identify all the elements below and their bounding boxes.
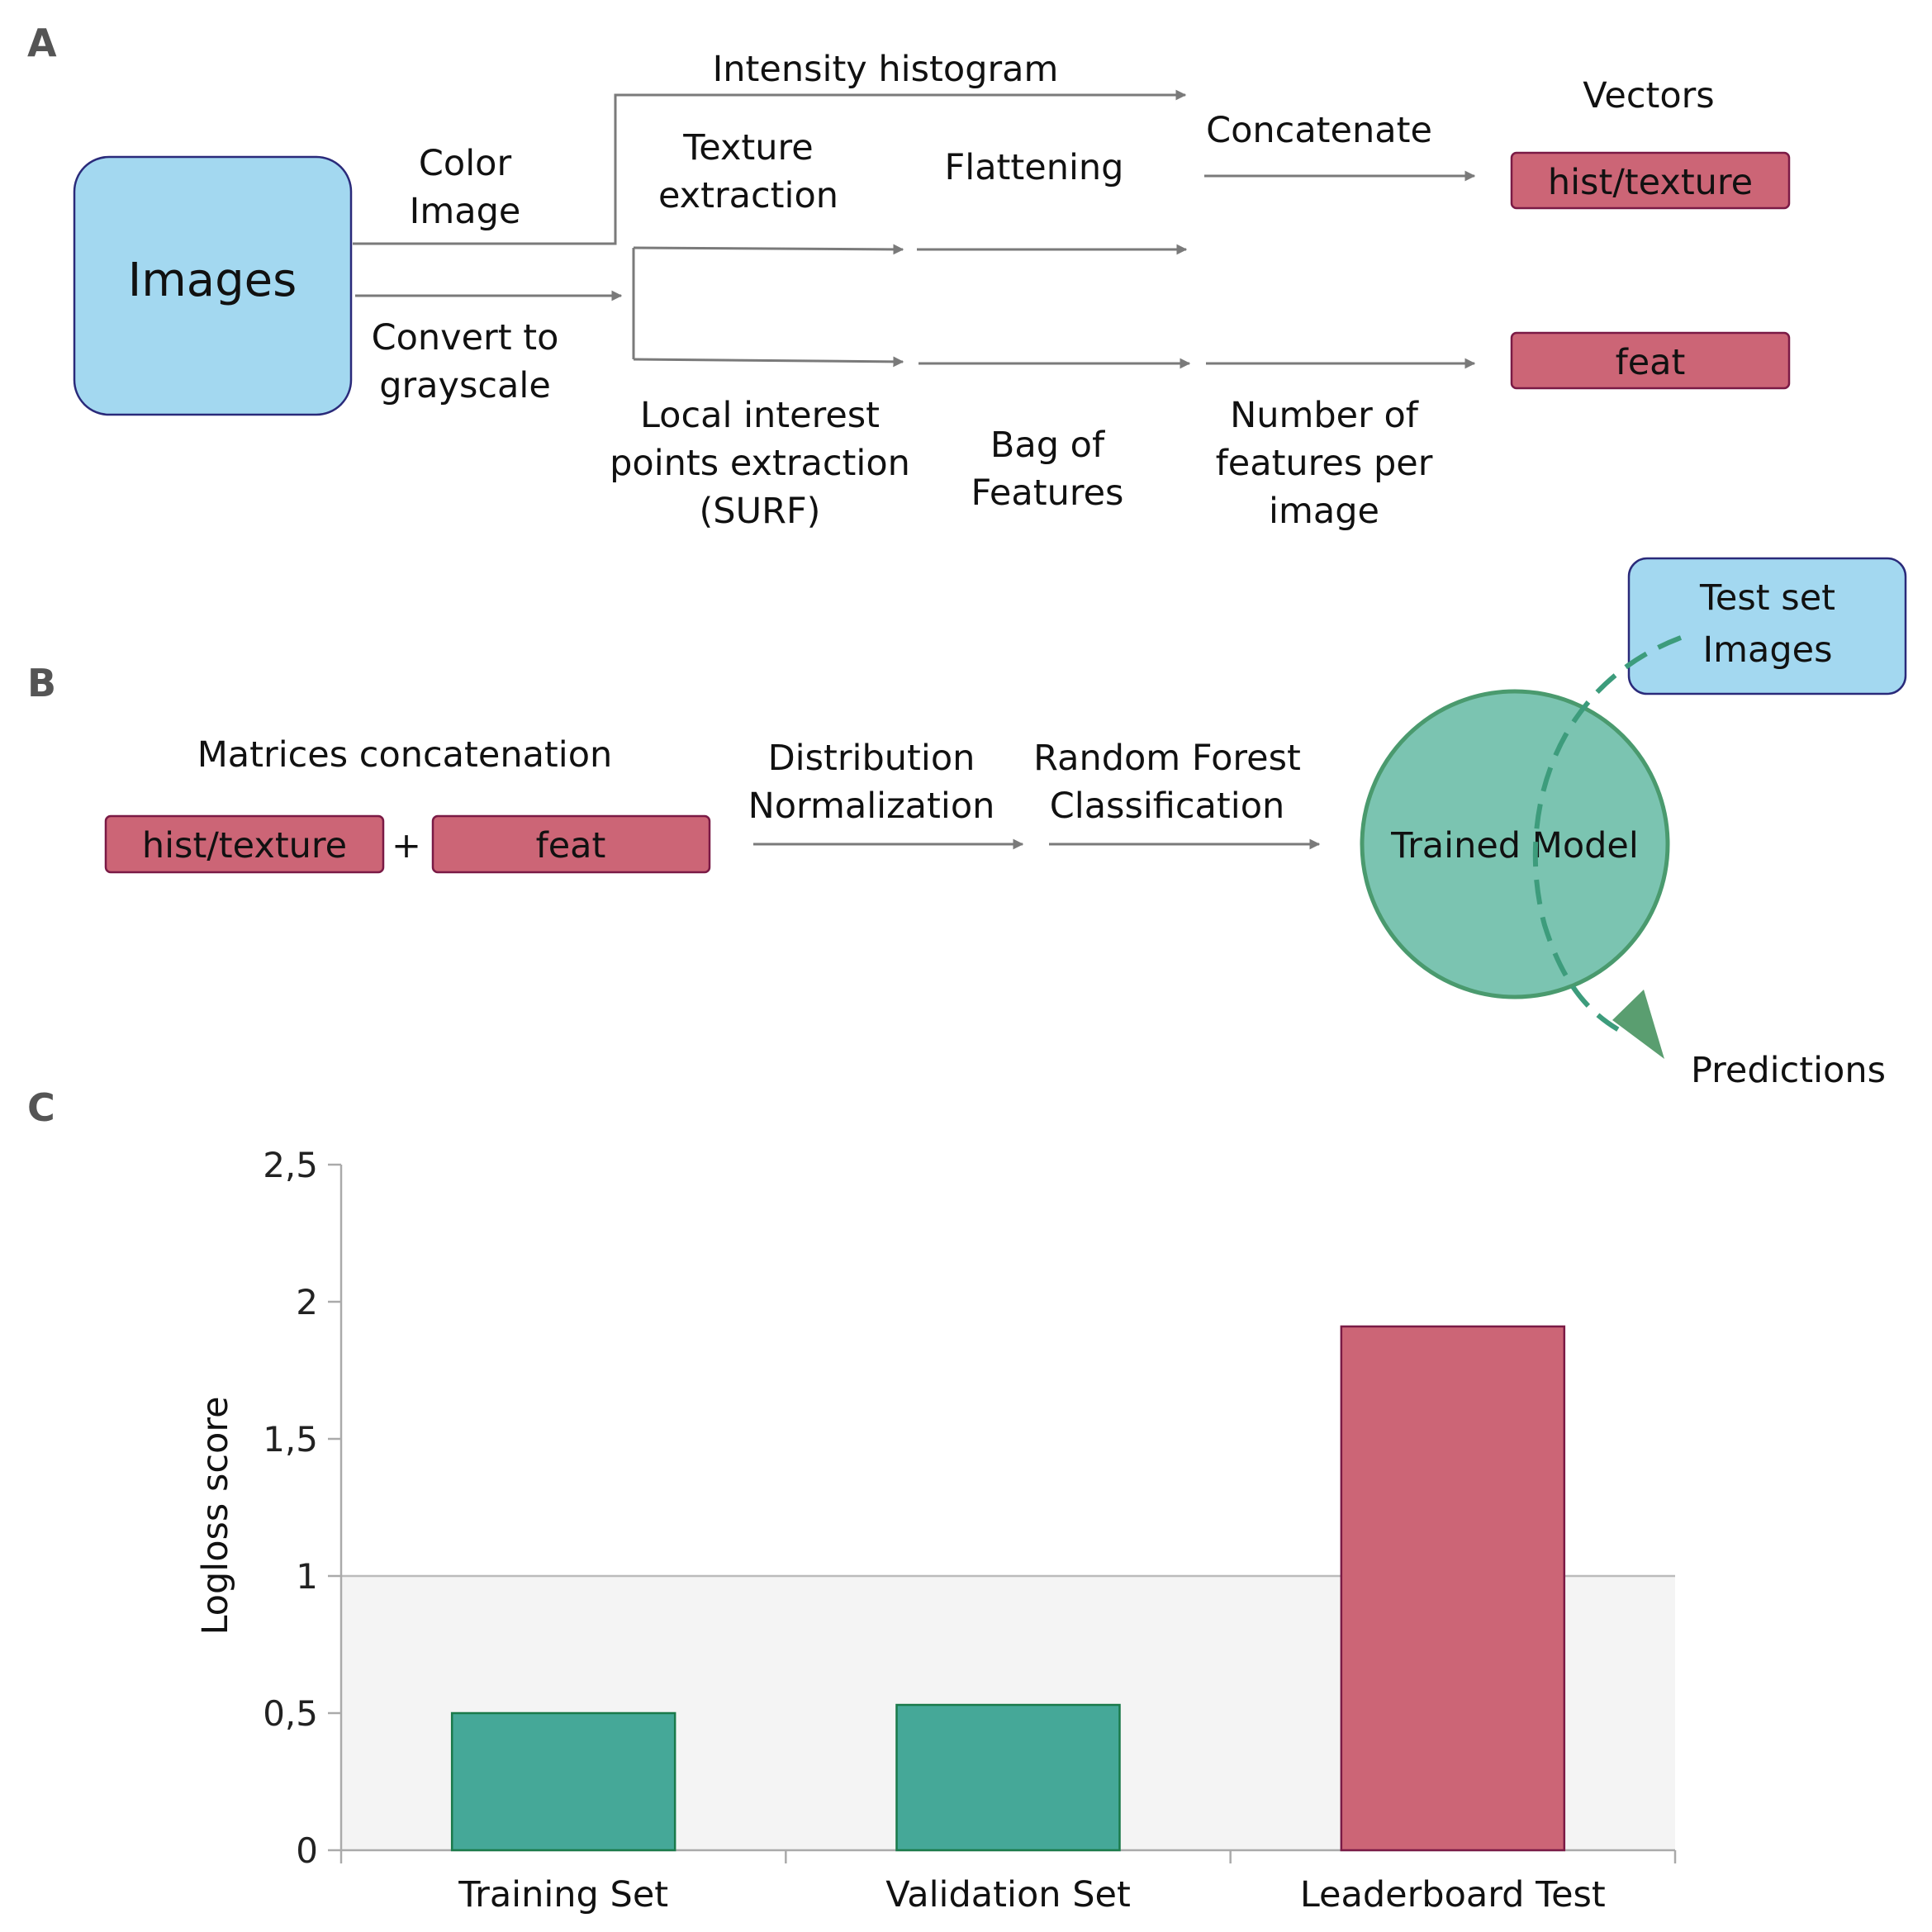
arrow-local-interest bbox=[633, 356, 904, 368]
trained-model-circle bbox=[1360, 689, 1670, 999]
label-matrices: Matrices concatenation bbox=[197, 734, 613, 776]
label-color-image-2: Image bbox=[410, 191, 521, 232]
category-label: Training Set bbox=[458, 1874, 668, 1915]
label-concatenate: Concatenate bbox=[1206, 110, 1432, 151]
label-random-forest-2: Classification bbox=[1050, 786, 1285, 827]
y-axis-label: Logloss score bbox=[195, 1396, 236, 1635]
vector-hist-label: hist/texture bbox=[1548, 162, 1753, 203]
label-texture-2: extraction bbox=[658, 175, 838, 216]
panel-label-c: C bbox=[27, 1085, 55, 1130]
panel-label-b: B bbox=[27, 661, 56, 705]
trained-model-label: Trained Model bbox=[1390, 825, 1639, 866]
y-tick-label: 2 bbox=[296, 1282, 318, 1322]
images-box bbox=[73, 155, 353, 416]
logloss-chart: 0 0,5 1 1,5 2 2,5 Training Set Validation Set L… bbox=[195, 1145, 1677, 1915]
vector-hist-box bbox=[1510, 151, 1791, 210]
label-bag-2: Features bbox=[971, 472, 1124, 514]
matrix-feat-box bbox=[431, 814, 711, 874]
label-texture-1: Texture bbox=[682, 127, 813, 169]
label-random-forest-1: Random Forest bbox=[1033, 738, 1301, 779]
label-distribution-1: Distribution bbox=[768, 738, 975, 779]
label-intensity-histogram: Intensity histogram bbox=[713, 49, 1059, 90]
test-set-box bbox=[1627, 557, 1907, 695]
label-local-1: Local interest bbox=[640, 395, 880, 436]
label-convert-2: grayscale bbox=[379, 365, 551, 406]
label-vectors: Vectors bbox=[1583, 75, 1714, 116]
test-set-label-2: Images bbox=[1702, 629, 1832, 671]
label-local-3: (SURF) bbox=[700, 491, 821, 532]
label-number-1: Number of bbox=[1230, 395, 1419, 436]
matrix-hist-label: hist/texture bbox=[142, 825, 347, 866]
test-set-label-1: Test set bbox=[1699, 577, 1835, 619]
panel-label-a: A bbox=[27, 21, 57, 65]
y-tick-label: 2,5 bbox=[263, 1145, 318, 1185]
label-local-2: points extraction bbox=[610, 443, 910, 484]
y-tick-label: 0,5 bbox=[263, 1693, 318, 1734]
label-number-3: image bbox=[1269, 491, 1379, 532]
arrow-texture bbox=[633, 244, 904, 255]
vector-feat-box bbox=[1510, 331, 1791, 390]
label-color-image-1: Color bbox=[419, 143, 512, 184]
label-flattening: Flattening bbox=[945, 147, 1124, 188]
category-label: Validation Set bbox=[885, 1874, 1131, 1915]
y-tick-label: 0 bbox=[296, 1830, 318, 1871]
vector-feat-label: feat bbox=[1616, 342, 1686, 383]
label-convert-1: Convert to bbox=[372, 317, 559, 358]
images-box-label: Images bbox=[128, 254, 297, 307]
matrix-feat-label: feat bbox=[536, 825, 606, 866]
prediction-path bbox=[1532, 635, 1683, 1035]
prediction-arrowhead bbox=[1612, 990, 1664, 1059]
arrow-intensity-histogram bbox=[353, 89, 1187, 245]
y-tick-label: 1 bbox=[296, 1556, 318, 1597]
bar-training-set bbox=[450, 1711, 676, 1852]
plus-sign: + bbox=[392, 825, 421, 866]
matrix-hist-box bbox=[104, 814, 385, 874]
bar-validation-set bbox=[895, 1703, 1121, 1852]
label-number-2: features per bbox=[1216, 443, 1433, 484]
label-bag-1: Bag of bbox=[990, 425, 1105, 466]
predictions-label: Predictions bbox=[1691, 1050, 1886, 1091]
y-tick-label: 1,5 bbox=[263, 1419, 318, 1460]
bar-leaderboard-test bbox=[1340, 1325, 1566, 1852]
label-distribution-2: Normalization bbox=[748, 786, 995, 827]
category-label: Leaderboard Test bbox=[1300, 1874, 1606, 1915]
